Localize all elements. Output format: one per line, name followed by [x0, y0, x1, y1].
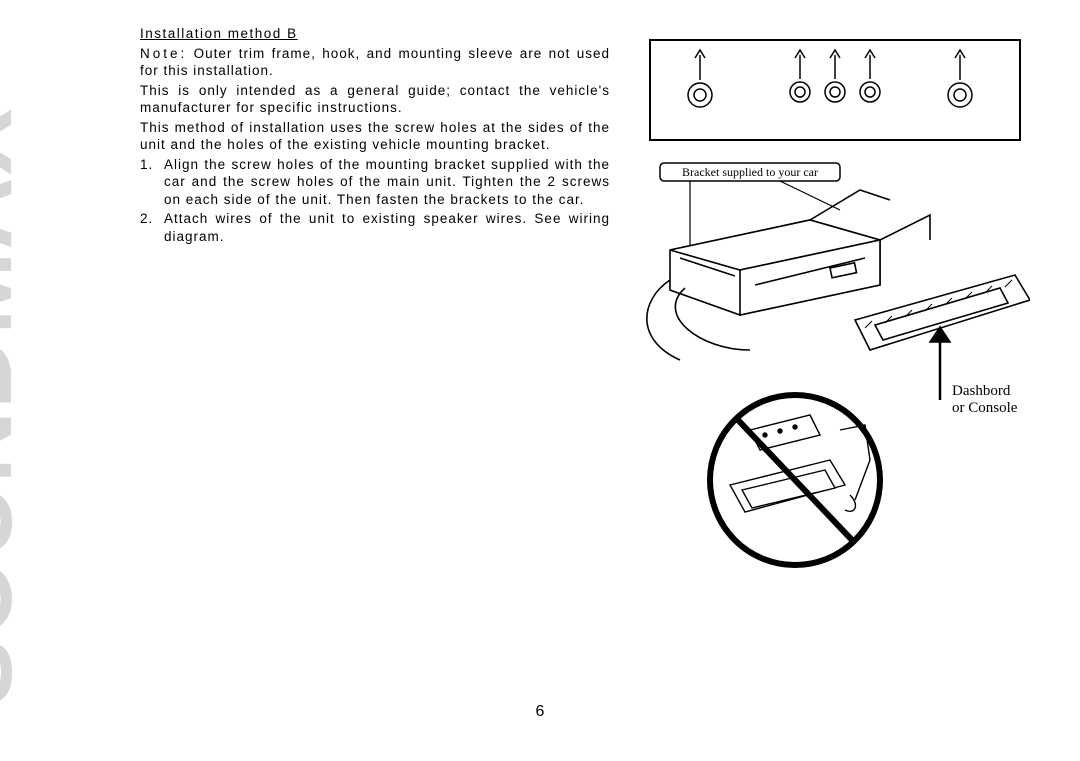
guide-paragraph: This is only intended as a general guide…: [140, 82, 610, 117]
page-root: SOUNDMAX Installation method B Note: Out…: [0, 0, 1080, 761]
installation-diagram: Bracket supplied to your car: [630, 30, 1030, 570]
dashboard-label-1: Dashbord: [952, 383, 1011, 399]
step-text: Attach wires of the unit to existing spe…: [164, 210, 610, 245]
list-item: 1. Align the screw holes of the mounting…: [140, 156, 610, 209]
section-heading: Installation method B: [140, 25, 610, 43]
dashboard-label-2: or Console: [952, 400, 1018, 416]
note-label: Note:: [140, 46, 187, 61]
page-number: 6: [0, 703, 1080, 721]
instruction-text-column: Installation method B Note: Outer trim f…: [140, 25, 610, 248]
prohibition-icon: [710, 395, 880, 565]
step-number: 2.: [140, 210, 164, 245]
step-text: Align the screw holes of the mounting br…: [164, 156, 610, 209]
method-paragraph: This method of installation uses the scr…: [140, 119, 610, 154]
bracket-label-text: Bracket supplied to your car: [682, 165, 818, 179]
brand-watermark: SOUNDMAX: [0, 107, 35, 706]
steps-list: 1. Align the screw holes of the mounting…: [140, 156, 610, 246]
top-panel-icon: [650, 40, 1020, 140]
step-number: 1.: [140, 156, 164, 209]
note-text: Outer trim frame, hook, and mounting sle…: [140, 46, 610, 79]
note-paragraph: Note: Outer trim frame, hook, and mounti…: [140, 45, 610, 80]
dashboard-panel-icon: [855, 275, 1030, 400]
list-item: 2. Attach wires of the unit to existing …: [140, 210, 610, 245]
